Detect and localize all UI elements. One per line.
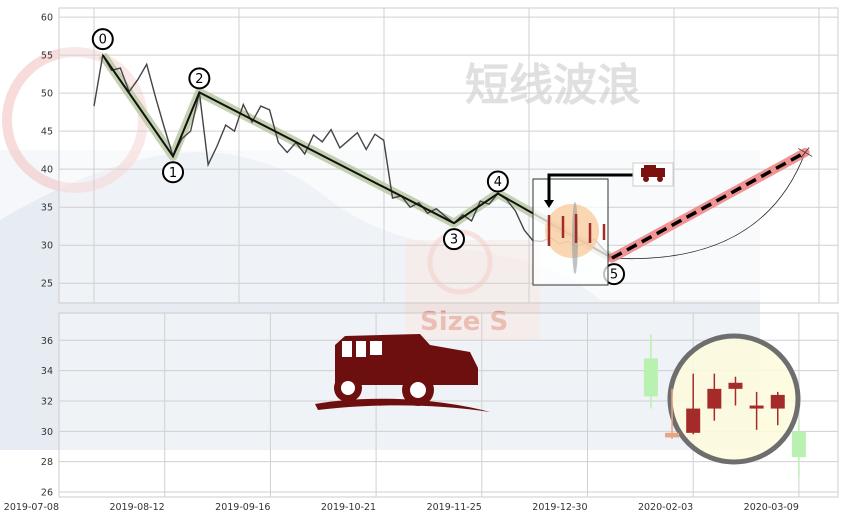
top-plot-frame (58, 7, 839, 304)
top-y-tick-label: 25 (41, 279, 53, 290)
watermark-text: 短线波浪 (465, 60, 641, 111)
projection-arc (611, 152, 806, 260)
wave-point-label: 4 (494, 175, 502, 190)
bottom-y-tick-label: 30 (41, 427, 53, 438)
top-y-tick-label: 45 (41, 127, 53, 138)
top-y-tick-label: 50 (41, 89, 53, 100)
wave-point-label: 1 (169, 166, 177, 181)
bottom-x-tick-label: 2020-03-09 (744, 502, 799, 513)
bottom-x-axis: 2019-07-08 2019-08-12 2019-09-16 2019-10-21… (4, 502, 799, 513)
projection-end-marker (797, 147, 813, 158)
top-plot: 0 1 2 3 4 5 (91, 28, 813, 286)
top-y-tick-label: 55 (41, 51, 53, 62)
candle-body (643, 358, 658, 397)
wave-point-label: 3 (450, 233, 458, 248)
candle-body (749, 405, 764, 409)
badge-text: Size S (420, 307, 508, 337)
top-y-tick-label: 30 (41, 241, 53, 252)
bottom-x-tick-label: 2019-11-25 (427, 502, 482, 513)
background-decoration: 短线波浪 Size S (0, 47, 760, 450)
jeep-window (370, 341, 382, 355)
wave-point-marker (91, 28, 114, 51)
wave-point-marker (188, 67, 211, 90)
wave-point-marker (162, 161, 185, 184)
wave-point-label: 5 (610, 268, 618, 283)
bottom-x-tick-label: 2019-07-08 (4, 502, 59, 513)
bottom-y-tick-label: 28 (41, 457, 53, 468)
bottom-y-tick-label: 26 (41, 487, 53, 498)
bottom-plot (643, 333, 806, 477)
bottom-y-tick-label: 32 (41, 396, 53, 407)
bottom-y-axis: 26 28 30 32 34 36 (41, 336, 53, 499)
bottom-x-tick-label: 2019-08-12 (109, 502, 164, 513)
bottom-x-tick-label: 2019-09-16 (215, 502, 270, 513)
wave-point-marker (442, 228, 465, 251)
jeep-window (356, 341, 366, 357)
candle-body (791, 431, 806, 458)
candle-body (707, 388, 722, 409)
wave-line (101, 54, 613, 260)
bottom-x-tick-label: 2020-02-03 (638, 502, 693, 513)
jeep-image (315, 334, 490, 412)
candle-body (728, 382, 743, 389)
car-icon (641, 165, 665, 182)
top-grid (58, 7, 839, 304)
bottom-x-tick-label: 2019-12-30 (532, 502, 587, 513)
ground-swoosh (315, 398, 490, 412)
candle-body (686, 408, 701, 433)
wave-point-label: 2 (195, 72, 203, 87)
top-y-axis: 25 30 35 40 45 50 55 60 (41, 13, 53, 290)
orange-circle-marker (545, 204, 599, 258)
jeep-hub (410, 382, 426, 398)
top-y-tick-label: 35 (41, 203, 53, 214)
price-line (93, 53, 613, 259)
jeep-hub (341, 381, 355, 395)
top-y-tick-label: 60 (41, 13, 53, 24)
bottom-y-tick-label: 36 (41, 336, 53, 347)
highlight-circle (667, 333, 801, 465)
candle-body (665, 432, 680, 438)
mini-candles (547, 214, 606, 246)
wave-point-marker (486, 170, 509, 193)
jeep-window (342, 341, 352, 357)
wave-point-label: 0 (99, 33, 107, 48)
projection-dashed-line (611, 150, 807, 260)
wave-shape (0, 152, 760, 450)
top-y-tick-label: 40 (41, 165, 53, 176)
candle-body (770, 394, 785, 409)
arrow-head-icon (544, 200, 554, 208)
bottom-y-tick-label: 34 (41, 366, 53, 377)
pointer-arrow (547, 173, 633, 202)
annotations (532, 162, 674, 286)
bottom-x-tick-label: 2019-10-21 (321, 502, 376, 513)
